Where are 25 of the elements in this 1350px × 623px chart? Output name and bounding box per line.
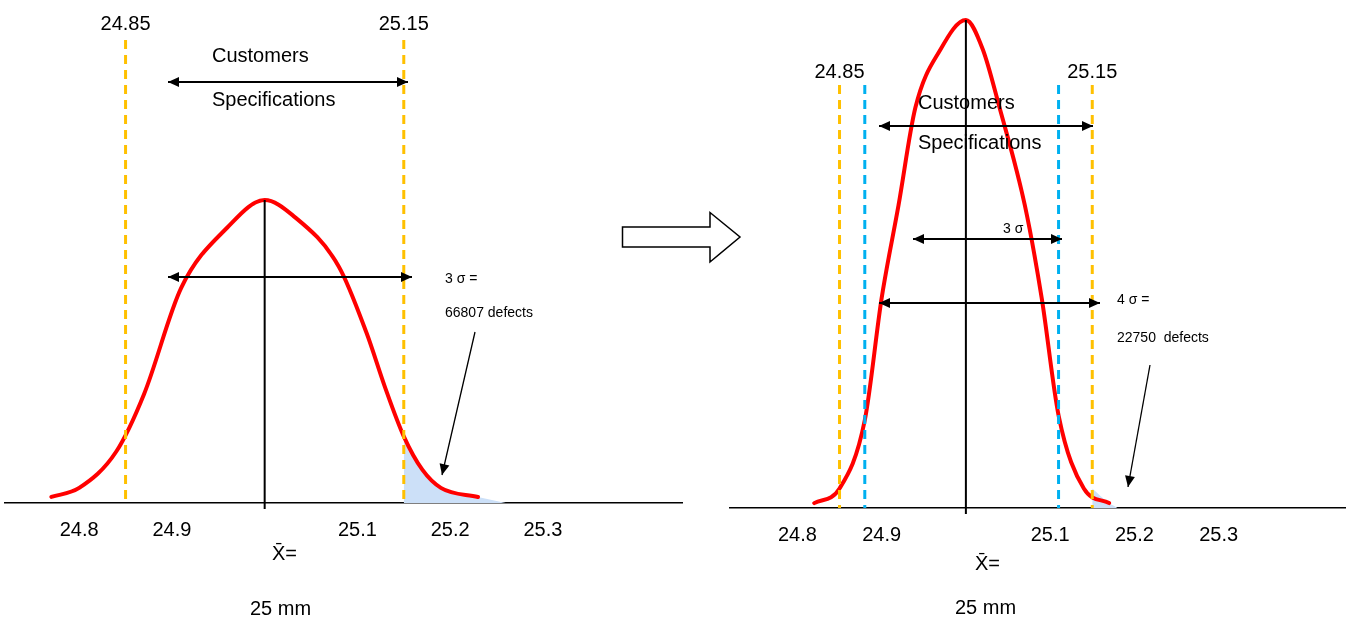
text: X̄=: [272, 542, 298, 564]
x-tick-label: 25.1: [337, 517, 377, 540]
x-tick-label: 25.2: [430, 517, 470, 540]
annotation: 4 σ =: [1117, 291, 1150, 307]
x-tick-label: 24.8: [777, 522, 817, 545]
text: Specifications: [212, 88, 336, 110]
x-tick-label: 25.1: [1030, 522, 1070, 545]
annotation: 66807 defects: [445, 304, 533, 320]
ref-line-label: 24.85: [814, 59, 865, 82]
text: 25 mm: [955, 596, 1017, 618]
x-tick-label: 24.8: [59, 517, 99, 540]
annotation: 3 σ =: [445, 270, 478, 286]
ref-line-label: 25.15: [378, 11, 429, 34]
x-tick-label: 25.2: [1114, 522, 1154, 545]
x-tick-label: 25.3: [523, 517, 563, 540]
x-tick-label: 24.9: [862, 522, 902, 545]
text: Customers: [212, 44, 309, 66]
x-tick-label: 24.9: [152, 517, 192, 540]
text: X̄=: [975, 552, 1001, 574]
annotation: 3 σ: [1003, 220, 1024, 236]
x-tick-label: 25.3: [1199, 522, 1239, 545]
text: 25 mm: [250, 597, 312, 619]
ref-line-label: 25.15: [1067, 59, 1118, 82]
ref-line-label: 24.85: [100, 11, 151, 34]
annotation: 22750 defects: [1117, 329, 1209, 345]
